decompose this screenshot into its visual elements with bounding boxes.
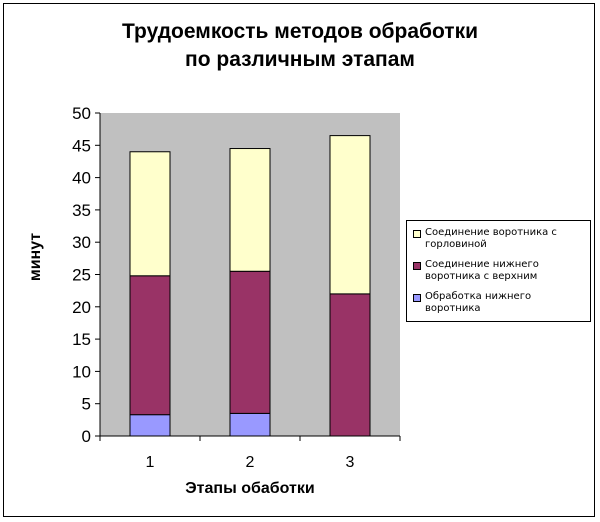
bar-cat-2-series-3 bbox=[229, 148, 271, 272]
bar-cat-1-series-2 bbox=[129, 275, 171, 416]
legend-swatch-series-1 bbox=[413, 294, 421, 302]
y-tick-label-45: 45 bbox=[72, 136, 91, 155]
y-axis-label: минут bbox=[27, 232, 44, 282]
x-tick-label-1: 1 bbox=[146, 454, 155, 471]
y-tick-label-50: 50 bbox=[72, 104, 91, 123]
legend-label-series-2: Соединение нижнего воротника с верхним bbox=[425, 259, 539, 282]
y-tick-label-35: 35 bbox=[72, 201, 91, 220]
x-tick-label-2: 2 bbox=[246, 454, 255, 471]
y-tick-label-10: 10 bbox=[72, 362, 91, 381]
y-tick-label-40: 40 bbox=[72, 169, 91, 188]
bar-cat-1-series-1 bbox=[129, 414, 171, 437]
bar-cat-1-series-3 bbox=[129, 151, 171, 277]
legend-label-series-1: Обработка нижнего воротника bbox=[425, 291, 532, 314]
bar-cat-3-series-2 bbox=[329, 293, 371, 437]
chart-legend: Соединение воротника с горловиной Соедин… bbox=[406, 220, 591, 322]
chart-title: Трудоемкость методов обработки по различ… bbox=[0, 18, 600, 74]
chart-title-line-2: по различным этапам bbox=[185, 48, 415, 71]
bar-cat-2-series-1 bbox=[229, 412, 271, 437]
y-tick-label-5: 5 bbox=[82, 395, 91, 414]
y-tick-label-25: 25 bbox=[72, 266, 91, 285]
bar-cat-2-series-2 bbox=[229, 270, 271, 414]
bar-cat-3-series-3 bbox=[329, 135, 371, 295]
legend-swatch-series-2 bbox=[413, 262, 421, 270]
y-tick-label-0: 0 bbox=[82, 427, 91, 446]
x-tick-label-3: 3 bbox=[346, 454, 355, 471]
y-tick-label-20: 20 bbox=[72, 298, 91, 317]
chart-title-line-1: Трудоемкость методов обработки bbox=[121, 20, 478, 43]
legend-label-series-3: Соединение воротника с горловиной bbox=[425, 227, 557, 250]
y-tick-label-15: 15 bbox=[72, 330, 91, 349]
y-tick-label-30: 30 bbox=[72, 233, 91, 252]
x-axis-label: Этапы обаботки bbox=[185, 480, 315, 497]
legend-swatch-series-3 bbox=[413, 230, 421, 238]
